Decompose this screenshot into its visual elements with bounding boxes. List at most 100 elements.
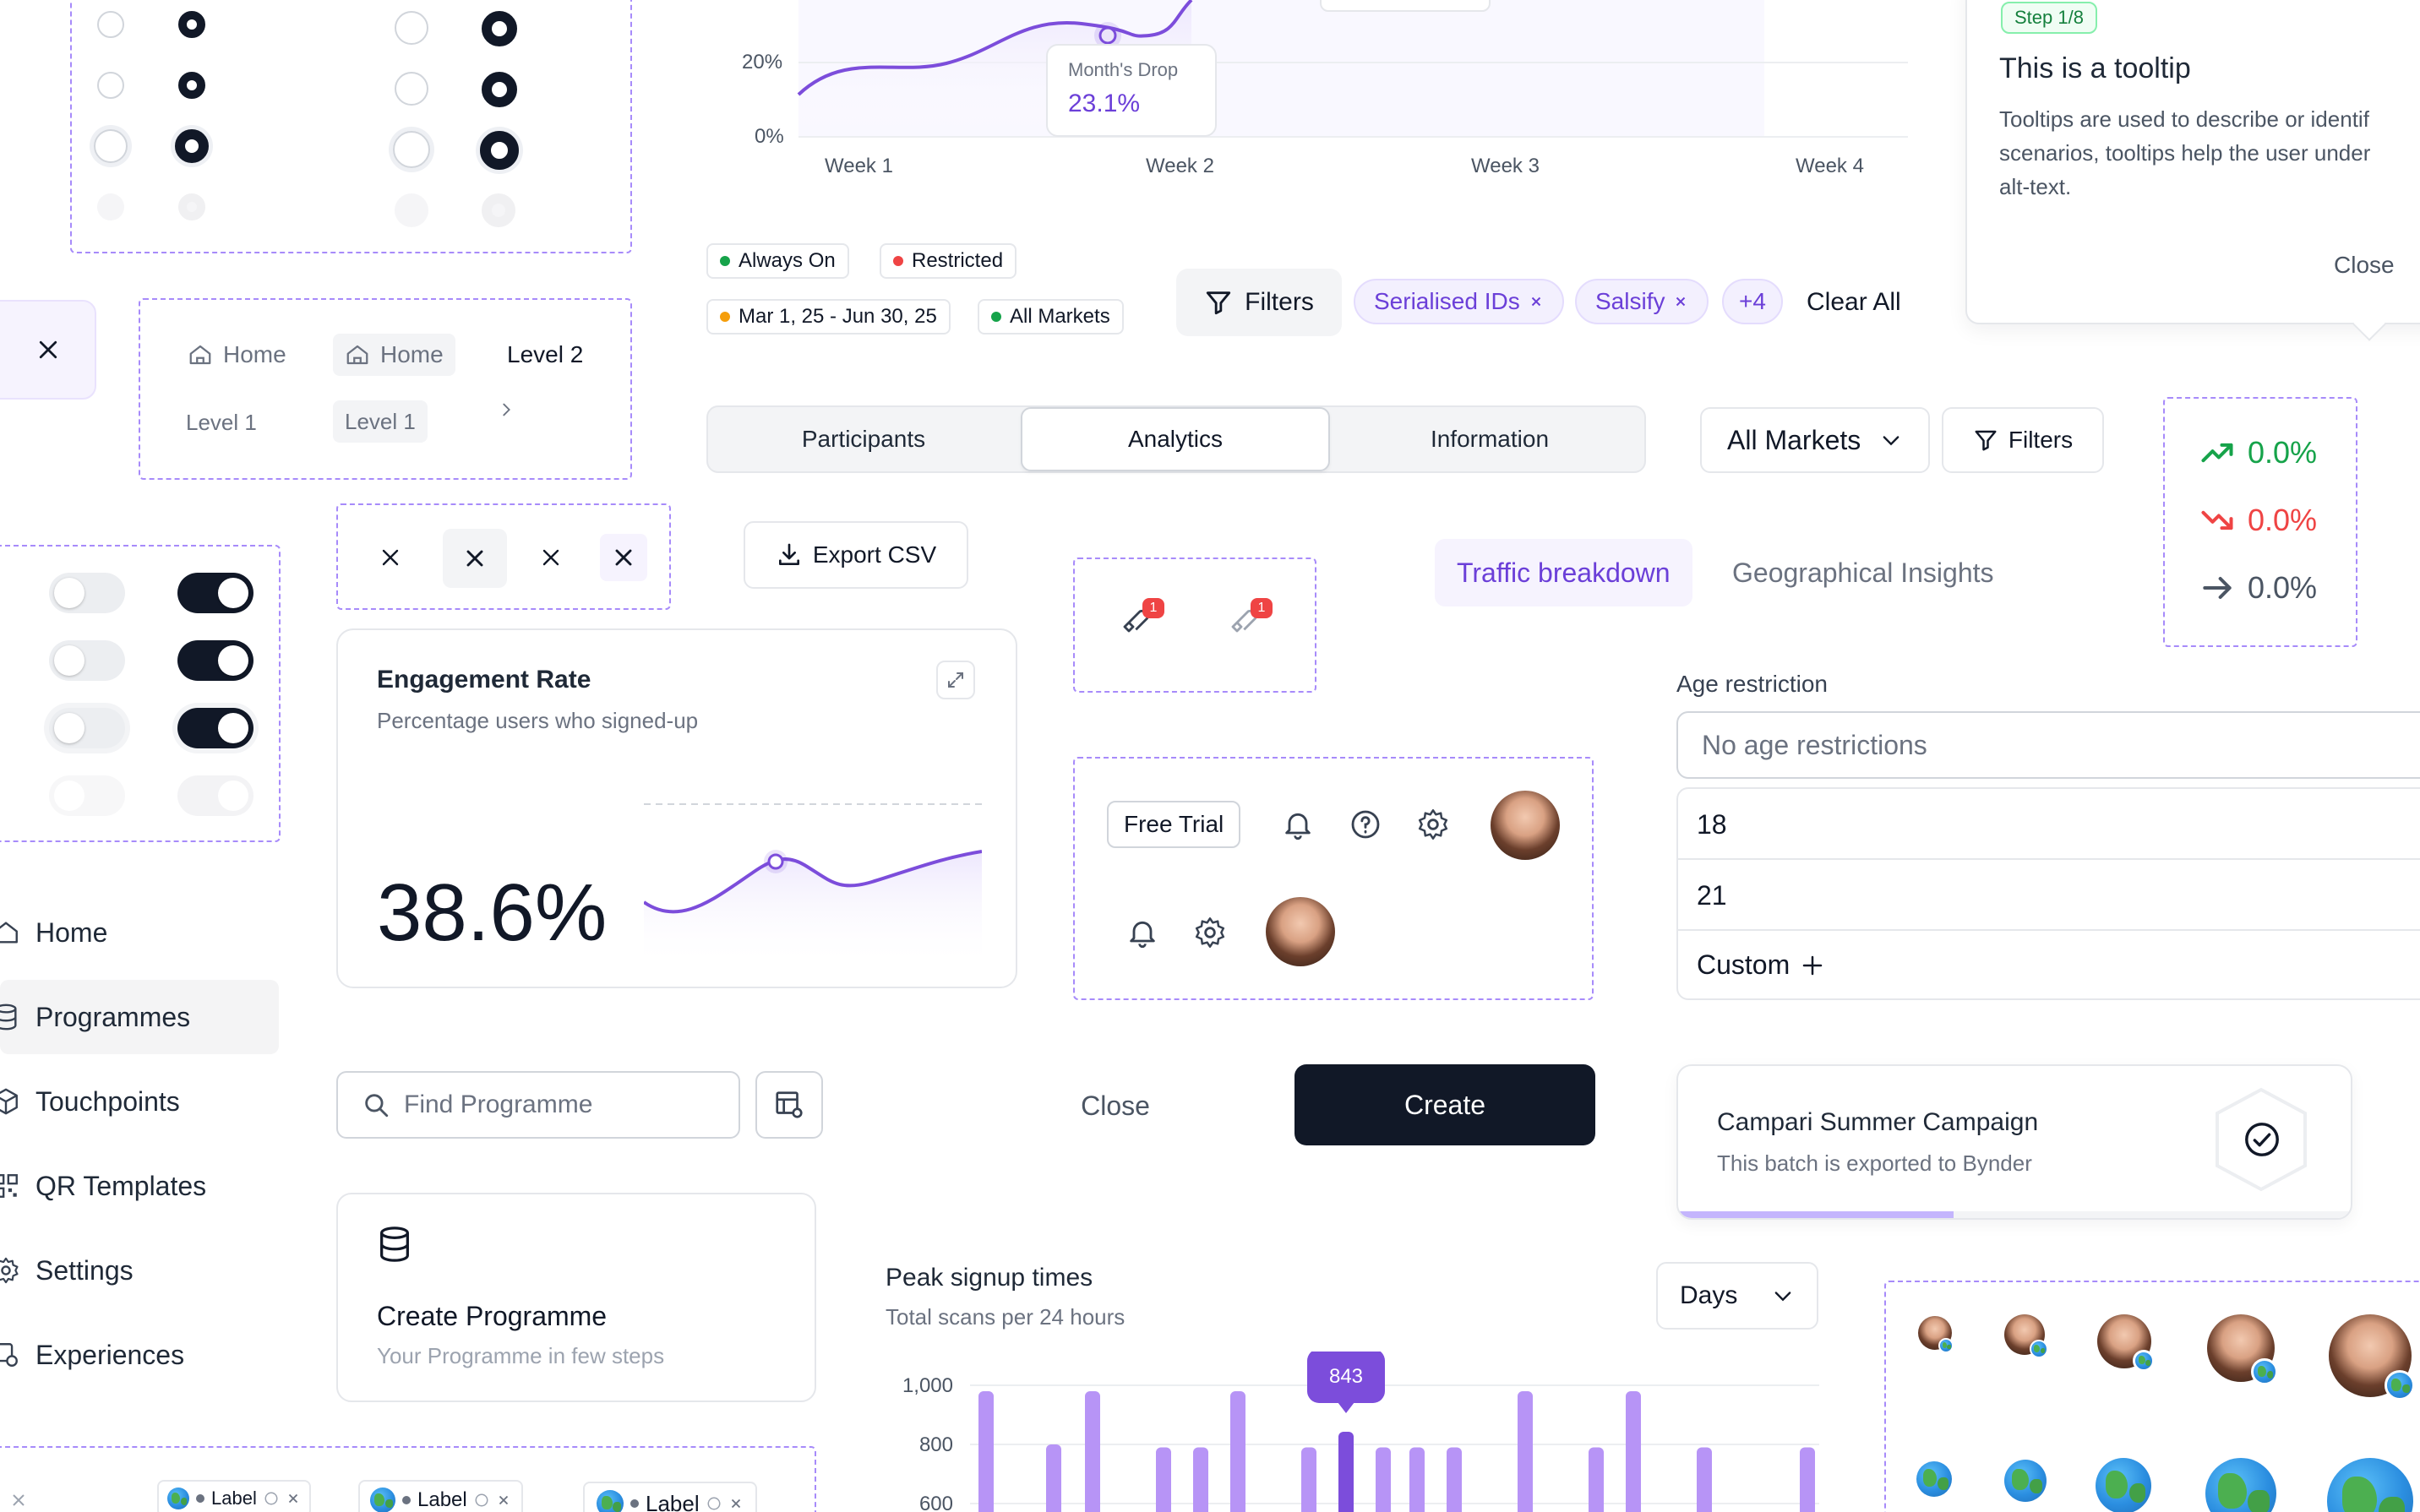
close-icon[interactable] (8, 1490, 29, 1510)
close-icon[interactable] (1673, 294, 1688, 309)
toggle-on[interactable] (177, 573, 253, 613)
radio-unchecked[interactable] (97, 72, 124, 99)
bar[interactable] (1301, 1447, 1316, 1512)
bar[interactable] (1697, 1447, 1712, 1512)
tab-geographical-insights[interactable]: Geographical Insights (1732, 557, 1994, 588)
avatar[interactable] (1491, 791, 1560, 860)
bar[interactable] (1046, 1444, 1061, 1512)
search-field[interactable] (336, 1071, 740, 1139)
bar[interactable] (1518, 1391, 1533, 1512)
create-programme-card[interactable]: Create Programme Your Programme in few s… (336, 1193, 816, 1402)
bar[interactable] (1409, 1447, 1425, 1512)
notification-indicator[interactable]: 1 (1120, 598, 1164, 639)
avatar[interactable] (1266, 897, 1335, 966)
tab-analytics[interactable]: Analytics (1021, 407, 1330, 471)
gear-icon[interactable] (1193, 916, 1227, 949)
help-icon[interactable] (1349, 808, 1382, 841)
toggle-on-focused[interactable] (177, 708, 253, 748)
home-icon (346, 345, 368, 365)
radio-unchecked[interactable] (97, 11, 124, 38)
age-restriction-input[interactable]: No age restrictions (1676, 711, 2420, 779)
sidebar-item-touchpoints[interactable]: Touchpoints (0, 1064, 279, 1139)
bar[interactable] (1447, 1447, 1462, 1512)
tab-traffic-breakdown[interactable]: Traffic breakdown (1435, 539, 1692, 606)
tooltip-body-line: Tooltips are used to describe or identif (1999, 106, 2369, 132)
bar[interactable] (1626, 1391, 1641, 1512)
filters-label: Filters (2008, 427, 2074, 453)
toggle-off[interactable] (49, 573, 125, 613)
close-action-button[interactable]: Close (1081, 1090, 1150, 1121)
radio-focused-large[interactable] (393, 131, 430, 168)
radio-checked-large[interactable] (482, 72, 517, 107)
engagement-sparkline (644, 803, 982, 968)
close-icon[interactable] (286, 1491, 301, 1506)
tag-chip[interactable]: Label (157, 1480, 311, 1512)
sidebar-item-home[interactable]: Home (0, 895, 279, 970)
tooltip-close-button[interactable]: Close (2334, 252, 2395, 278)
radio-checked[interactable] (178, 11, 205, 38)
radio-unchecked-large[interactable] (395, 11, 428, 45)
tab-information[interactable]: Information (1430, 426, 1550, 452)
tab-participants[interactable]: Participants (801, 426, 926, 452)
close-icon[interactable] (1529, 294, 1544, 309)
toggle-on[interactable] (177, 640, 253, 681)
close-button[interactable] (0, 300, 96, 400)
bar[interactable] (1800, 1447, 1815, 1512)
tag-chip[interactable]: Label (358, 1480, 523, 1512)
close-button-hover[interactable] (443, 529, 507, 588)
toggle-off-focused[interactable] (49, 708, 125, 748)
bell-icon[interactable] (1126, 916, 1159, 949)
close-button-focused[interactable] (600, 534, 647, 581)
export-csv-button[interactable]: Export CSV (744, 521, 968, 589)
clear-all-button[interactable]: Clear All (1807, 288, 1901, 316)
days-select[interactable]: Days (1656, 1262, 1818, 1330)
filter-more-pill[interactable]: +4 (1722, 279, 1783, 324)
age-option[interactable]: 21 (1697, 880, 1727, 911)
radio-checked-focused-large[interactable] (480, 131, 519, 170)
bar[interactable] (1376, 1447, 1391, 1512)
radio-unchecked-large[interactable] (395, 72, 428, 106)
table-settings-button[interactable] (755, 1071, 823, 1139)
age-option-custom[interactable]: Custom (1697, 949, 1825, 981)
filters-button[interactable]: Filters (1176, 269, 1342, 336)
notification-indicator[interactable]: 1 (1229, 598, 1273, 639)
radio-checked-focused[interactable] (175, 129, 209, 163)
filter-pill[interactable]: Salsify (1575, 279, 1709, 324)
create-button[interactable]: Create (1294, 1064, 1595, 1145)
y-tick-label: 600 (919, 1493, 953, 1512)
sidebar-item-qr-templates[interactable]: QR Templates (0, 1149, 279, 1223)
qr-icon (0, 1174, 18, 1198)
radio-focused[interactable] (94, 129, 128, 163)
close-icon[interactable] (728, 1496, 744, 1511)
market-select[interactable]: All Markets (1700, 407, 1930, 473)
bar[interactable] (1085, 1391, 1100, 1512)
close-icon[interactable] (377, 544, 404, 571)
bell-icon[interactable] (1281, 808, 1315, 841)
radio-checked[interactable] (178, 72, 205, 99)
filters-button-secondary[interactable]: Filters (1942, 407, 2104, 473)
close-icon[interactable] (537, 544, 564, 571)
bar-highlighted[interactable] (1338, 1431, 1354, 1512)
close-icon[interactable] (496, 1493, 511, 1508)
filter-pill[interactable]: Serialised IDs (1354, 279, 1564, 324)
search-input[interactable] (404, 1090, 708, 1119)
tag-chip[interactable]: Label (583, 1482, 757, 1512)
bar[interactable] (1193, 1447, 1208, 1512)
radio-checked-large[interactable] (482, 11, 517, 46)
sidebar-item-programmes[interactable]: Programmes (0, 980, 279, 1054)
bar[interactable] (1589, 1447, 1604, 1512)
sidebar-item-experiences[interactable]: Experiences (0, 1318, 279, 1392)
gear-icon[interactable] (1416, 808, 1450, 841)
free-trial-badge[interactable]: Free Trial (1107, 801, 1241, 848)
breadcrumb-home-hover[interactable]: Home (333, 334, 455, 376)
breadcrumb-home[interactable]: Home (188, 336, 286, 373)
bar[interactable] (1156, 1447, 1171, 1512)
bar[interactable] (1230, 1391, 1245, 1512)
age-option[interactable]: 18 (1697, 809, 1727, 840)
breadcrumb-level[interactable]: Level 1 (186, 410, 257, 435)
sidebar-item-settings[interactable]: Settings (0, 1233, 279, 1308)
expand-button[interactable] (936, 661, 975, 699)
bar[interactable] (978, 1391, 994, 1512)
toggle-off[interactable] (49, 640, 125, 681)
breadcrumb-level-hover[interactable]: Level 1 (333, 400, 428, 443)
